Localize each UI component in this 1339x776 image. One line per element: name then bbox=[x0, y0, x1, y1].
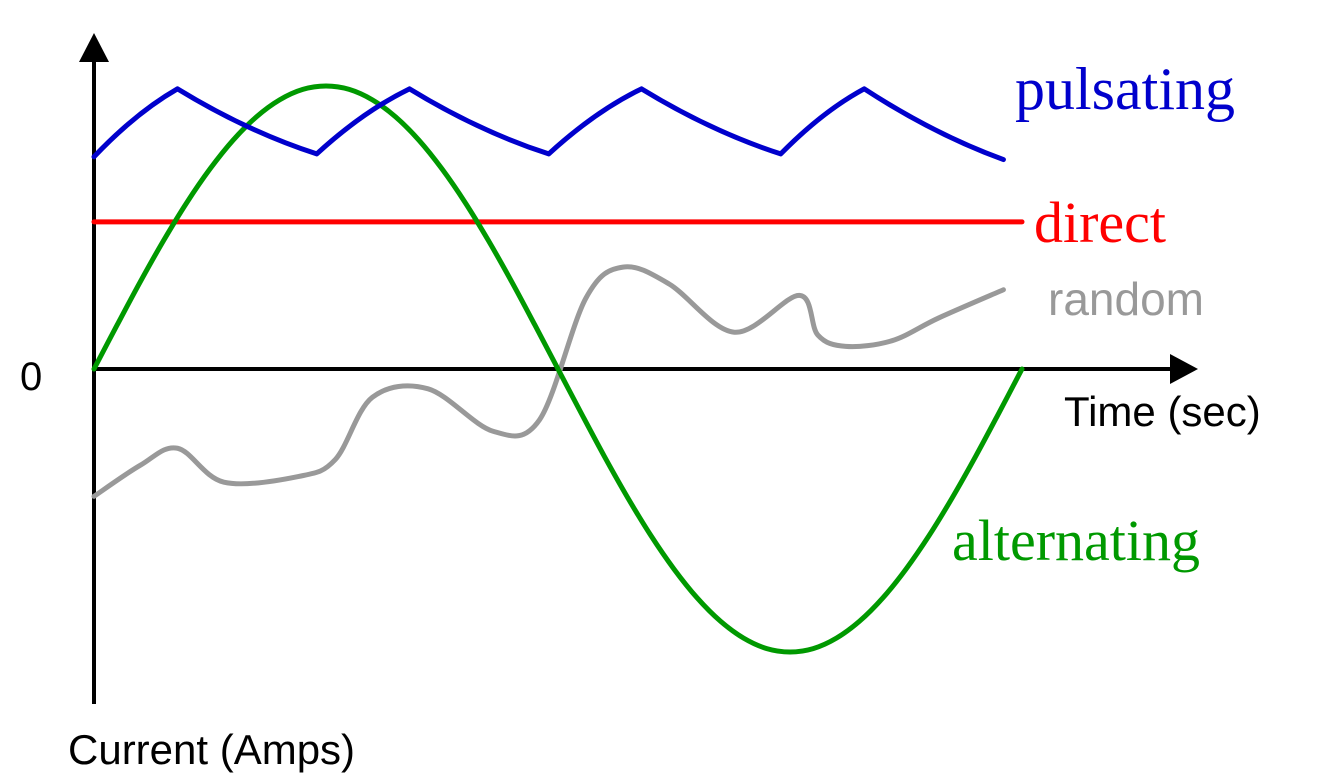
alternating-label: alternating bbox=[952, 508, 1200, 573]
series-layer bbox=[91, 83, 1025, 655]
random-series-line bbox=[91, 264, 1006, 499]
labels-layer: 0 Time (sec) Current (Amps) pulsating di… bbox=[20, 56, 1261, 773]
zero-tick-label: 0 bbox=[20, 355, 42, 399]
y-axis-arrow-icon bbox=[79, 33, 109, 62]
x-axis-arrow-icon bbox=[1170, 354, 1198, 384]
pulsating-series-line bbox=[91, 86, 1006, 163]
alternating-series-line bbox=[91, 83, 1025, 655]
random-label: random bbox=[1048, 273, 1204, 325]
y-axis-label: Current (Amps) bbox=[68, 726, 355, 773]
axes-layer bbox=[79, 33, 1198, 704]
direct-label: direct bbox=[1034, 190, 1166, 255]
pulsating-label: pulsating bbox=[1015, 56, 1235, 122]
x-axis-label: Time (sec) bbox=[1064, 388, 1261, 435]
